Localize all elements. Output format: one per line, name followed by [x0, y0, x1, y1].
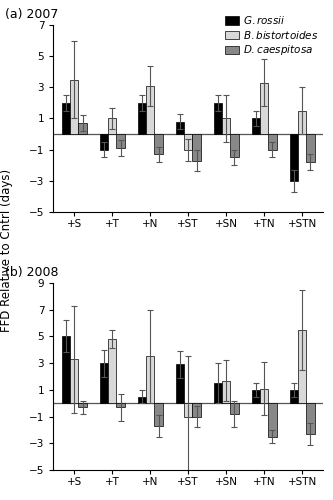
Bar [298, 330, 306, 403]
Legend: $\it{G. rossii}$, $\it{B. bistortoides}$, $\it{D. caespitosa}$: $\it{G. rossii}$, $\it{B. bistortoides}$… [220, 10, 323, 62]
Text: (a) 2007: (a) 2007 [5, 8, 58, 22]
Bar [146, 86, 154, 134]
Bar [252, 390, 260, 403]
Bar [138, 396, 146, 403]
Bar [175, 364, 184, 403]
Text: FFD Relative to Cntrl (days): FFD Relative to Cntrl (days) [0, 168, 13, 332]
Bar [252, 118, 260, 134]
Bar [306, 403, 315, 434]
Bar [100, 134, 108, 150]
Bar [70, 80, 78, 134]
Bar [62, 336, 70, 403]
Bar [138, 103, 146, 134]
Bar [108, 118, 116, 134]
Bar [290, 390, 298, 403]
Bar [213, 383, 222, 403]
Bar [184, 403, 192, 416]
Bar [298, 110, 306, 134]
Bar [184, 134, 192, 150]
Bar [290, 134, 298, 181]
Bar [108, 339, 116, 403]
Bar [230, 134, 239, 158]
Bar [268, 403, 277, 436]
Bar [146, 356, 154, 403]
Bar [78, 123, 87, 134]
Bar [222, 380, 230, 403]
Bar [222, 118, 230, 134]
Bar [70, 359, 78, 403]
Bar [154, 134, 163, 154]
Bar [62, 103, 70, 134]
Bar [213, 103, 222, 134]
Bar [192, 403, 201, 416]
Bar [100, 363, 108, 403]
Bar [175, 122, 184, 134]
Bar [268, 134, 277, 150]
Bar [78, 403, 87, 407]
Text: (b) 2008: (b) 2008 [5, 266, 58, 280]
Bar [230, 403, 239, 414]
Bar [260, 82, 268, 134]
Bar [154, 403, 163, 426]
Bar [116, 134, 125, 148]
Bar [192, 134, 201, 160]
Bar [116, 403, 125, 407]
Bar [260, 388, 268, 403]
Bar [306, 134, 315, 162]
